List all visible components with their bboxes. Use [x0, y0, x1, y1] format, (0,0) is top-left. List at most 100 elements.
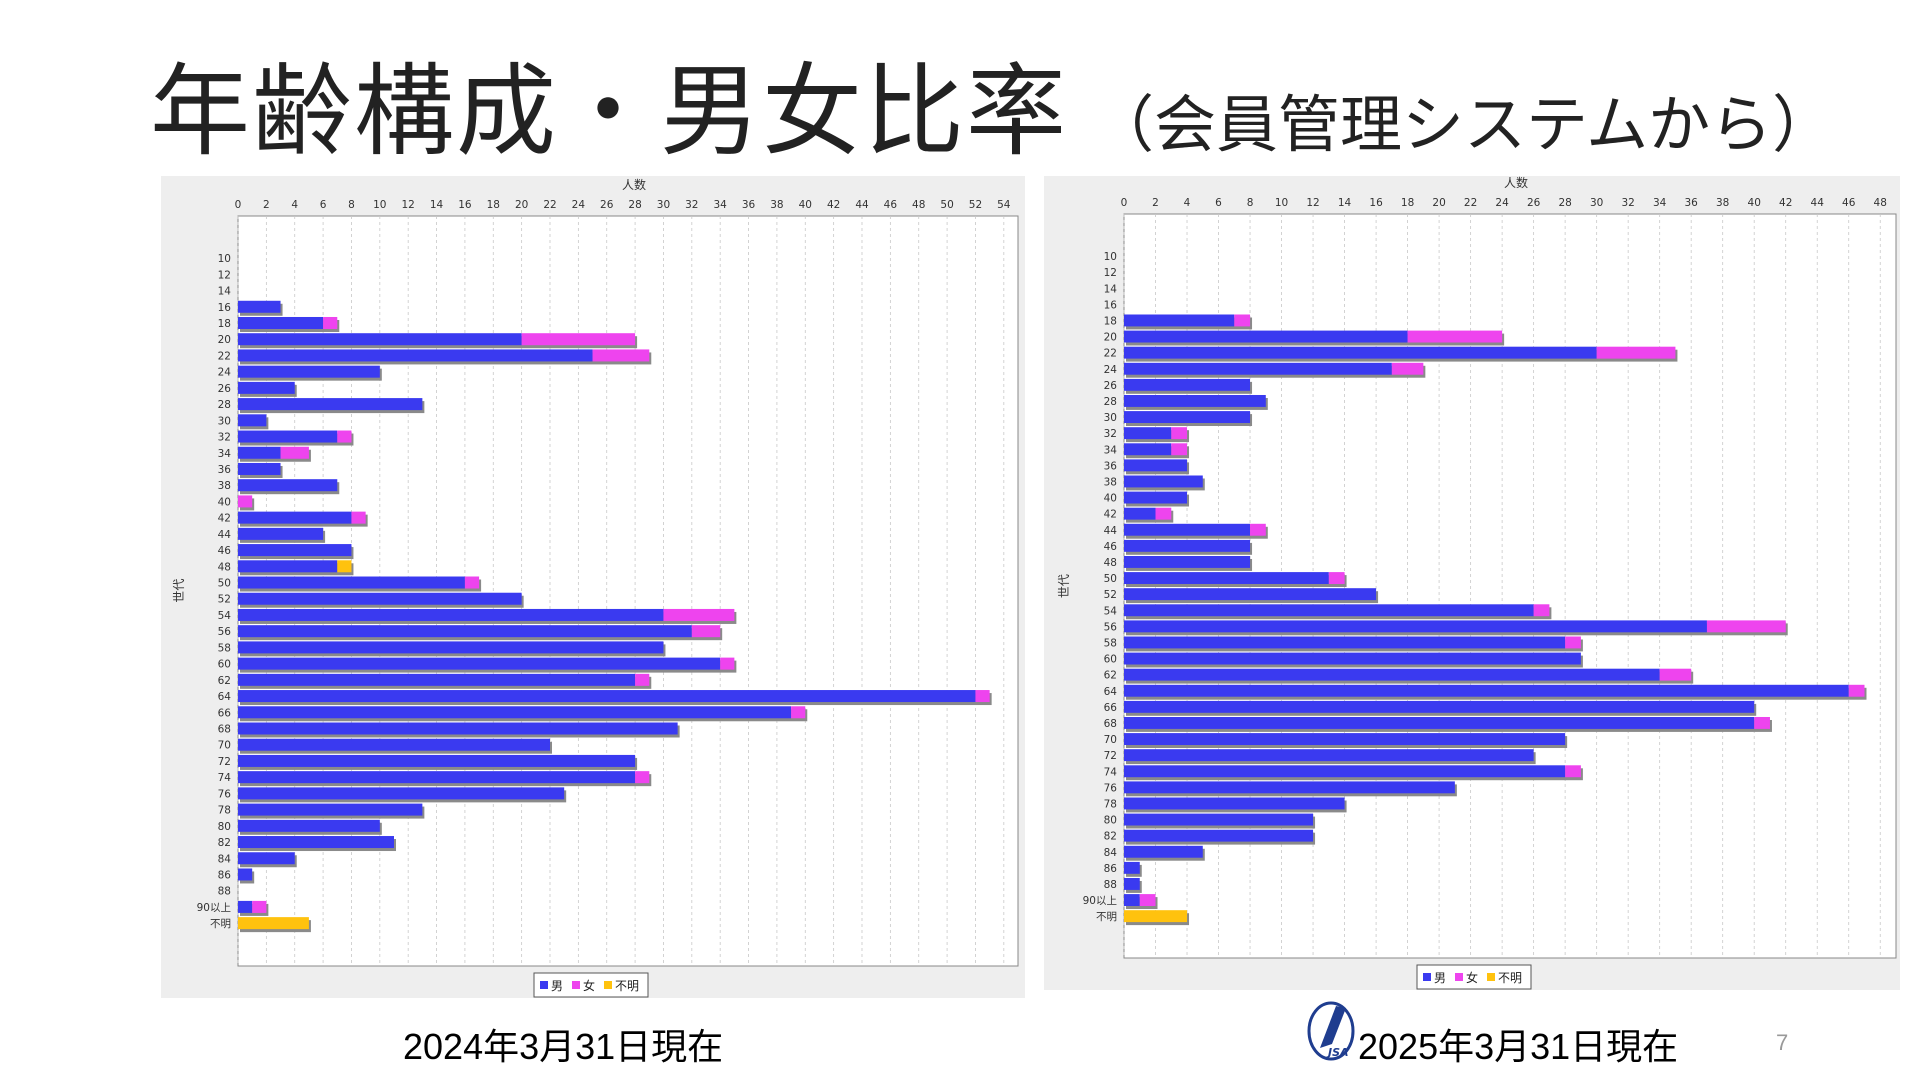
y-tick-label: 82 [218, 837, 231, 849]
x-tick-label: 2 [263, 199, 270, 211]
bar-segment-female [464, 576, 480, 589]
y-tick-label: 34 [1104, 444, 1118, 456]
bar-segment-male [1124, 362, 1392, 375]
y-tick-label: 24 [1104, 364, 1118, 376]
x-tick-label: 50 [940, 199, 953, 211]
bar-segment-male [238, 641, 664, 654]
y-tick-label: 30 [1104, 412, 1117, 424]
bar-segment-female [1171, 443, 1188, 456]
x-tick-label: 4 [291, 199, 298, 211]
bar-segment-male [1124, 572, 1329, 585]
x-tick-label: 30 [657, 199, 670, 211]
bar-segment-female [280, 446, 309, 459]
x-tick-label: 28 [628, 199, 641, 211]
bar-segment-female [975, 690, 990, 703]
bar-segment-female [1171, 427, 1188, 440]
bar-segment-male [1124, 491, 1188, 504]
y-tick-label: 66 [218, 707, 232, 719]
legend-swatch [1423, 973, 1431, 981]
x-tick-label: 38 [1716, 197, 1729, 209]
y-tick-label: 72 [218, 756, 231, 768]
y-tick-label: 50 [218, 578, 231, 590]
x-tick-label: 42 [827, 199, 840, 211]
y-tick-label: 10 [1104, 251, 1117, 263]
bar-segment-male [238, 592, 522, 605]
logo-text: JSA [1326, 1046, 1349, 1059]
y-tick-label: 88 [218, 886, 231, 898]
bar-segment-female [691, 625, 721, 638]
x-tick-label: 54 [997, 199, 1011, 211]
y-tick-label: 50 [1104, 573, 1117, 585]
bar-segment-male [238, 462, 281, 475]
jsa-logo-icon: JSA [1306, 1000, 1356, 1066]
x-tick-label: 24 [572, 199, 586, 211]
bar-segment-female [238, 495, 253, 508]
bar-segment-male [238, 300, 281, 313]
bar-segment-male [1124, 427, 1172, 440]
bar-segment-female [1391, 362, 1424, 375]
x-axis-title: 人数 [1504, 176, 1528, 190]
y-tick-label: 68 [1104, 718, 1117, 730]
bar-segment-male [238, 381, 295, 394]
y-tick-label: 74 [218, 772, 232, 784]
bar-segment-female [1533, 604, 1550, 617]
bar-segment-male [1124, 877, 1140, 890]
x-tick-label: 46 [884, 199, 898, 211]
y-tick-label: 48 [1104, 557, 1117, 569]
bar-segment-female [337, 430, 352, 443]
x-tick-label: 44 [1811, 197, 1825, 209]
y-tick-label: 86 [218, 869, 232, 881]
bar-segment-male [238, 819, 380, 832]
bar-segment-male [238, 690, 976, 703]
x-tick-label: 48 [1874, 197, 1887, 209]
bar-segment-male [238, 316, 324, 329]
y-tick-label: 32 [1104, 428, 1117, 440]
bar-segment-male [238, 349, 593, 362]
y-tick-label: 60 [218, 659, 231, 671]
legend-swatch [540, 981, 548, 989]
y-tick-label: 90以上 [1083, 895, 1117, 907]
bar-segment-unknown [238, 917, 309, 930]
y-tick-label: 74 [1104, 766, 1118, 778]
bar-segment-female [720, 657, 735, 670]
y-tick-label: 90以上 [197, 902, 231, 914]
x-tick-label: 8 [1247, 197, 1254, 209]
bar-segment-male [1124, 459, 1188, 472]
bar-segment-female [635, 771, 650, 784]
x-tick-label: 10 [373, 199, 386, 211]
bar-segment-female [1565, 765, 1581, 778]
bar-segment-female [521, 333, 636, 346]
x-tick-label: 4 [1184, 197, 1191, 209]
y-tick-label: 18 [218, 318, 231, 330]
bar-segment-female [1659, 668, 1692, 681]
x-tick-label: 18 [1401, 197, 1414, 209]
bar-segment-male [238, 673, 636, 686]
bar-segment-male [238, 836, 394, 849]
x-tick-label: 22 [543, 199, 556, 211]
y-tick-label: 54 [218, 610, 232, 622]
y-tick-label: 62 [218, 675, 231, 687]
y-tick-label: 54 [1104, 605, 1118, 617]
bar-segment-male [1124, 733, 1566, 746]
bar-segment-male [238, 625, 692, 638]
y-tick-label: 68 [218, 723, 231, 735]
y-tick-label: 20 [218, 334, 231, 346]
bar-segment-male [238, 754, 636, 767]
y-tick-label: 28 [1104, 396, 1117, 408]
y-tick-label: 34 [218, 448, 232, 460]
y-tick-label: 52 [218, 594, 231, 606]
bar-segment-male [238, 560, 338, 573]
y-tick-label: 80 [1104, 815, 1117, 827]
legend [1416, 964, 1532, 990]
y-tick-label: 86 [1104, 863, 1118, 875]
y-tick-label: 62 [1104, 670, 1117, 682]
bar-segment-female [592, 349, 650, 362]
x-tick-label: 26 [1527, 197, 1541, 209]
y-tick-label: 36 [218, 464, 232, 476]
y-tick-label: 80 [218, 821, 231, 833]
x-tick-label: 24 [1495, 197, 1509, 209]
legend-label: 不明 [1498, 971, 1522, 985]
bar-segment-male [1124, 475, 1203, 488]
bar-segment-male [1124, 700, 1755, 713]
bar-segment-male [1124, 716, 1755, 729]
